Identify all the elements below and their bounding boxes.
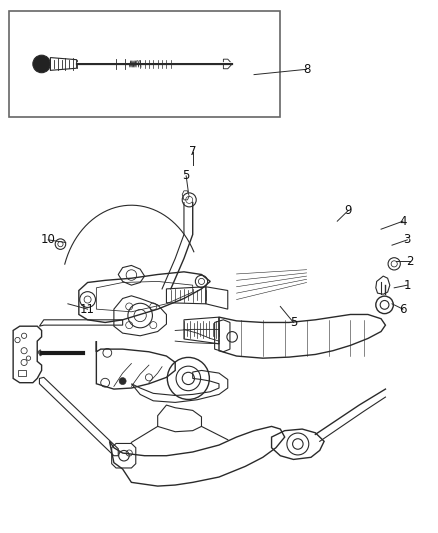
Text: 5: 5 [183, 169, 190, 182]
Text: 3: 3 [404, 233, 411, 246]
Text: 9: 9 [344, 204, 352, 217]
Text: 5: 5 [290, 316, 297, 329]
Text: 7: 7 [189, 146, 197, 158]
Circle shape [119, 377, 126, 385]
Text: 8: 8 [303, 63, 310, 76]
Text: 6: 6 [399, 303, 407, 316]
Circle shape [33, 55, 50, 72]
Text: 1: 1 [403, 279, 411, 292]
Text: 4: 4 [399, 215, 407, 228]
Text: 11: 11 [80, 303, 95, 316]
Polygon shape [38, 350, 43, 356]
Text: 10: 10 [41, 233, 56, 246]
Text: 2: 2 [406, 255, 413, 268]
Bar [9, 11, 280, 117]
